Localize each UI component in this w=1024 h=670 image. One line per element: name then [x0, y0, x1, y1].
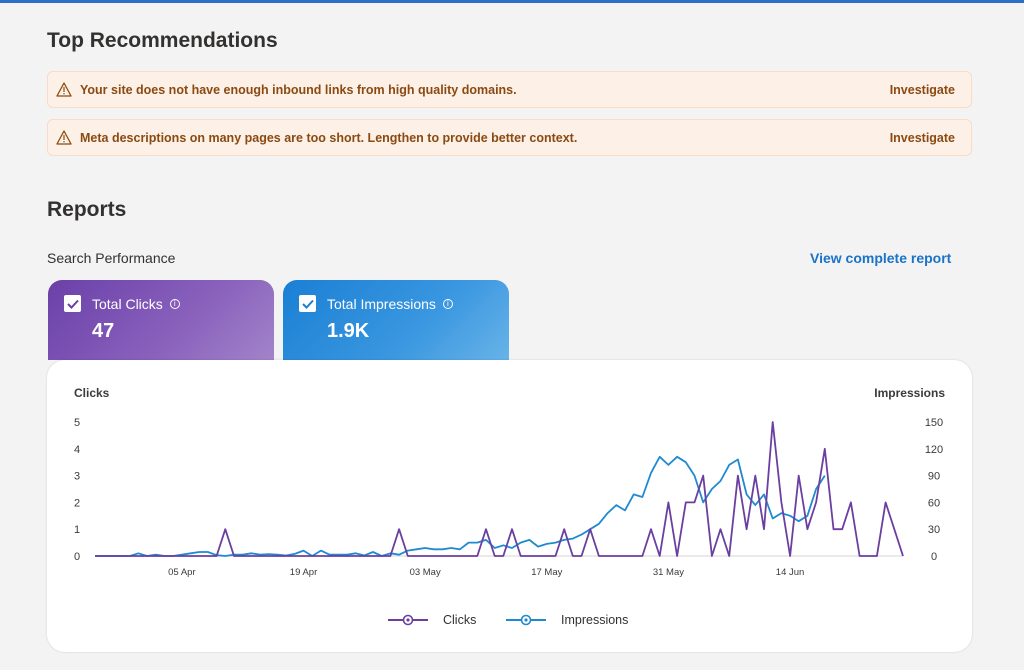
- checkbox-icon[interactable]: [64, 295, 81, 312]
- left-tick-label: 1: [74, 524, 80, 536]
- recommendation-message: Meta descriptions on many pages are too …: [80, 130, 578, 145]
- right-tick-label: 150: [925, 417, 943, 429]
- warning-icon: [55, 129, 73, 147]
- recommendation-alert: Your site does not have enough inbound l…: [47, 71, 972, 108]
- card-label: Total Impressions: [327, 295, 436, 312]
- left-tick-label: 0: [74, 551, 80, 563]
- chart-panel: Clicks Impressions 0 1 2 3 4 5 0 30 60 90 120 150 05…: [47, 360, 972, 652]
- card-value: 47: [92, 320, 115, 342]
- checkbox-icon[interactable]: [299, 295, 316, 312]
- total-clicks-card[interactable]: Total Clicks i 47: [48, 280, 274, 360]
- x-tick-label: 05 Apr: [168, 567, 195, 578]
- clicks-series-line: [95, 421, 904, 557]
- left-tick-label: 5: [74, 417, 80, 429]
- recommendation-alert: Meta descriptions on many pages are too …: [47, 119, 972, 156]
- x-tick-label: 31 May: [653, 567, 684, 578]
- right-axis-label: Impressions: [874, 386, 945, 400]
- investigate-link[interactable]: Investigate: [889, 130, 955, 145]
- card-label: Total Clicks: [92, 295, 163, 312]
- legend-clicks-label: Clicks: [443, 613, 476, 627]
- left-tick-label: 3: [74, 471, 80, 483]
- card-value: 1.9K: [327, 320, 370, 342]
- investigate-link[interactable]: Investigate: [889, 82, 955, 97]
- right-tick-label: 0: [931, 551, 937, 563]
- left-axis-label: Clicks: [74, 386, 110, 400]
- impressions-series-line: [95, 455, 826, 557]
- x-tick-label: 03 May: [410, 567, 441, 578]
- reports-title: Reports: [47, 198, 127, 221]
- x-tick-label: 19 Apr: [290, 567, 317, 578]
- right-tick-label: 90: [928, 471, 940, 483]
- info-icon[interactable]: i: [442, 298, 453, 309]
- top-accent-bar: [0, 0, 1024, 3]
- performance-chart: 0 1 2 3 4 5 0 30 60 90 120 150 05 Apr 19 Apr 03 May 17 …: [74, 417, 943, 627]
- right-tick-label: 30: [928, 524, 940, 536]
- warning-icon: [55, 81, 73, 99]
- recommendation-message: Your site does not have enough inbound l…: [80, 82, 517, 97]
- right-tick-label: 60: [928, 497, 940, 509]
- total-impressions-card[interactable]: Total Impressions i 1.9K: [283, 280, 509, 360]
- legend-impressions-label: Impressions: [561, 613, 628, 627]
- legend-clicks-dot: [406, 618, 410, 622]
- search-performance-label: Search Performance: [47, 250, 176, 266]
- left-tick-label: 4: [74, 444, 80, 456]
- right-tick-label: 120: [925, 444, 943, 456]
- left-tick-label: 2: [74, 497, 80, 509]
- legend-impressions-dot: [524, 618, 528, 622]
- info-icon[interactable]: i: [169, 298, 180, 309]
- x-tick-label: 17 May: [531, 567, 562, 578]
- page-title: Top Recommendations: [47, 29, 278, 52]
- x-tick-label: 14 Jun: [776, 567, 805, 578]
- view-complete-report-link[interactable]: View complete report: [810, 250, 952, 266]
